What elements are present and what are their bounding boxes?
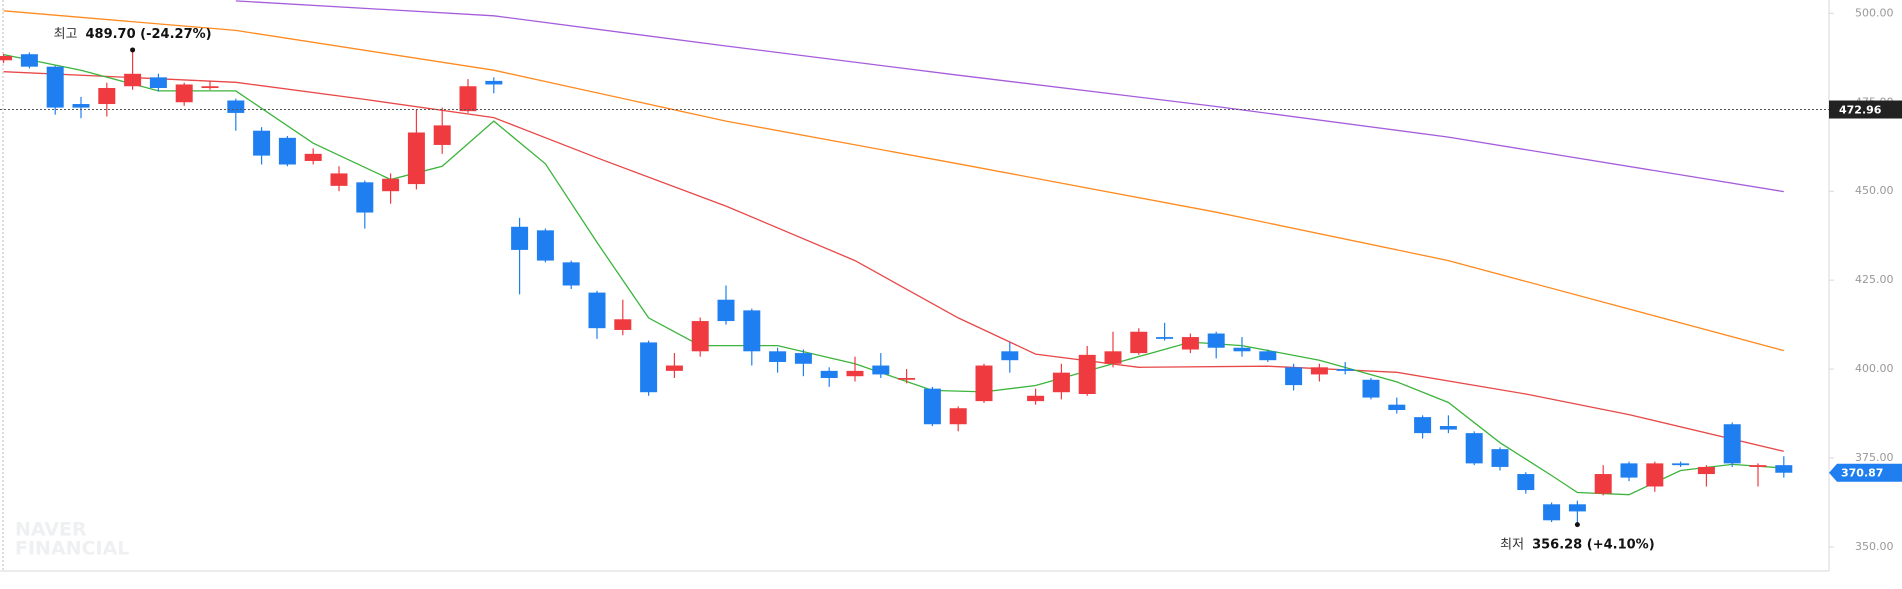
candle-body — [1749, 465, 1767, 467]
candle-body — [769, 351, 787, 362]
candle-body — [1439, 426, 1457, 430]
candle-body — [1414, 417, 1432, 434]
candle-body — [665, 365, 683, 371]
y-tick-label: 500.00 — [1855, 6, 1894, 19]
candle-body — [1517, 474, 1535, 491]
watermark: FINANCIAL — [15, 538, 129, 560]
y-tick-label: 425.00 — [1855, 273, 1894, 286]
candle-body — [1078, 354, 1096, 394]
y-tick-label: 450.00 — [1855, 184, 1894, 197]
candle-body — [330, 173, 348, 186]
candle-body — [1362, 379, 1380, 398]
candle-body — [1646, 463, 1664, 487]
candle-body — [794, 353, 812, 364]
candle-body — [1465, 433, 1483, 464]
candle-body — [72, 104, 90, 108]
candle-body — [743, 310, 761, 352]
candle-body — [1130, 331, 1148, 354]
candle-body — [227, 100, 245, 113]
extreme-value: 356.28 (+4.10%) — [1532, 537, 1655, 552]
candle-body — [459, 86, 477, 112]
candle-body — [1388, 404, 1406, 411]
candle-body — [1207, 333, 1225, 348]
candle-body — [691, 321, 709, 352]
extreme-annotation: 최저 356.28 (+4.10%) — [1500, 537, 1655, 552]
candle-body — [949, 408, 967, 425]
candle-body — [1723, 424, 1741, 464]
candle-body — [562, 262, 580, 286]
candle-body — [382, 178, 400, 192]
candle-body — [975, 365, 993, 402]
watermark: NAVER — [15, 519, 87, 541]
y-tick-label: 350.00 — [1855, 540, 1894, 553]
extreme-annotation: 최고 489.70 (-24.27%) — [54, 26, 212, 41]
candle-body — [1156, 337, 1174, 339]
candle-body — [149, 77, 167, 89]
extreme-dot — [1574, 522, 1580, 528]
candle-body — [1336, 369, 1354, 371]
candle-body — [872, 365, 890, 375]
candle-body — [124, 73, 142, 87]
candle-body — [1697, 466, 1715, 475]
candle-body — [46, 66, 64, 108]
candle-body — [304, 153, 322, 161]
candle-body — [98, 88, 116, 105]
candle-body — [536, 230, 554, 261]
candle-body — [1620, 463, 1638, 478]
extreme-label: 최고 — [54, 26, 78, 41]
candle-body — [485, 80, 503, 85]
candle-body — [1027, 395, 1045, 402]
candle-body — [588, 292, 606, 329]
moving-average-line — [3, 71, 1784, 452]
candle-body — [1568, 504, 1586, 512]
candle-body — [898, 377, 916, 380]
candle-body — [717, 299, 735, 322]
extreme-dot — [130, 47, 136, 53]
candle-body — [1104, 351, 1122, 364]
candle-body — [175, 84, 193, 103]
candle-body — [278, 137, 296, 165]
candle-body — [407, 132, 425, 185]
extreme-value: 489.70 (-24.27%) — [85, 26, 211, 41]
candle-body — [820, 370, 838, 378]
moving-average-line — [3, 10, 1784, 352]
y-tick-label: 375.00 — [1855, 451, 1894, 464]
candle-body — [433, 125, 451, 145]
price-label-box — [1829, 100, 1902, 119]
candle-body — [1181, 337, 1199, 350]
candle-body — [1672, 463, 1690, 466]
price-label: 472.96 — [1839, 104, 1882, 117]
candle-body — [923, 388, 941, 425]
candle-body — [356, 182, 374, 213]
last-price-label: 370.87 — [1841, 467, 1883, 480]
moving-average-line — [235, 0, 1784, 193]
extreme-label: 최저 — [1500, 537, 1524, 552]
y-tick-label: 400.00 — [1855, 362, 1894, 375]
moving-average-line — [3, 53, 1784, 496]
candle-body — [20, 54, 38, 67]
candle-body — [1594, 474, 1612, 494]
candle-body — [1052, 372, 1070, 393]
candle-body — [1285, 367, 1303, 386]
last-price-box — [1829, 463, 1902, 482]
candle-body — [1491, 449, 1509, 467]
candle-body — [511, 226, 529, 250]
candle-body — [846, 370, 864, 377]
candle-body — [1259, 351, 1277, 361]
candle-body — [640, 342, 658, 393]
candle-body — [614, 319, 632, 330]
candle-body — [201, 86, 219, 89]
candle-body — [1775, 465, 1793, 473]
candle-body — [1233, 347, 1251, 352]
candle-body — [1310, 367, 1328, 375]
candle-body — [0, 56, 13, 61]
candle-body — [1001, 351, 1019, 361]
candle-body — [253, 130, 271, 156]
candle-body — [1543, 504, 1561, 521]
